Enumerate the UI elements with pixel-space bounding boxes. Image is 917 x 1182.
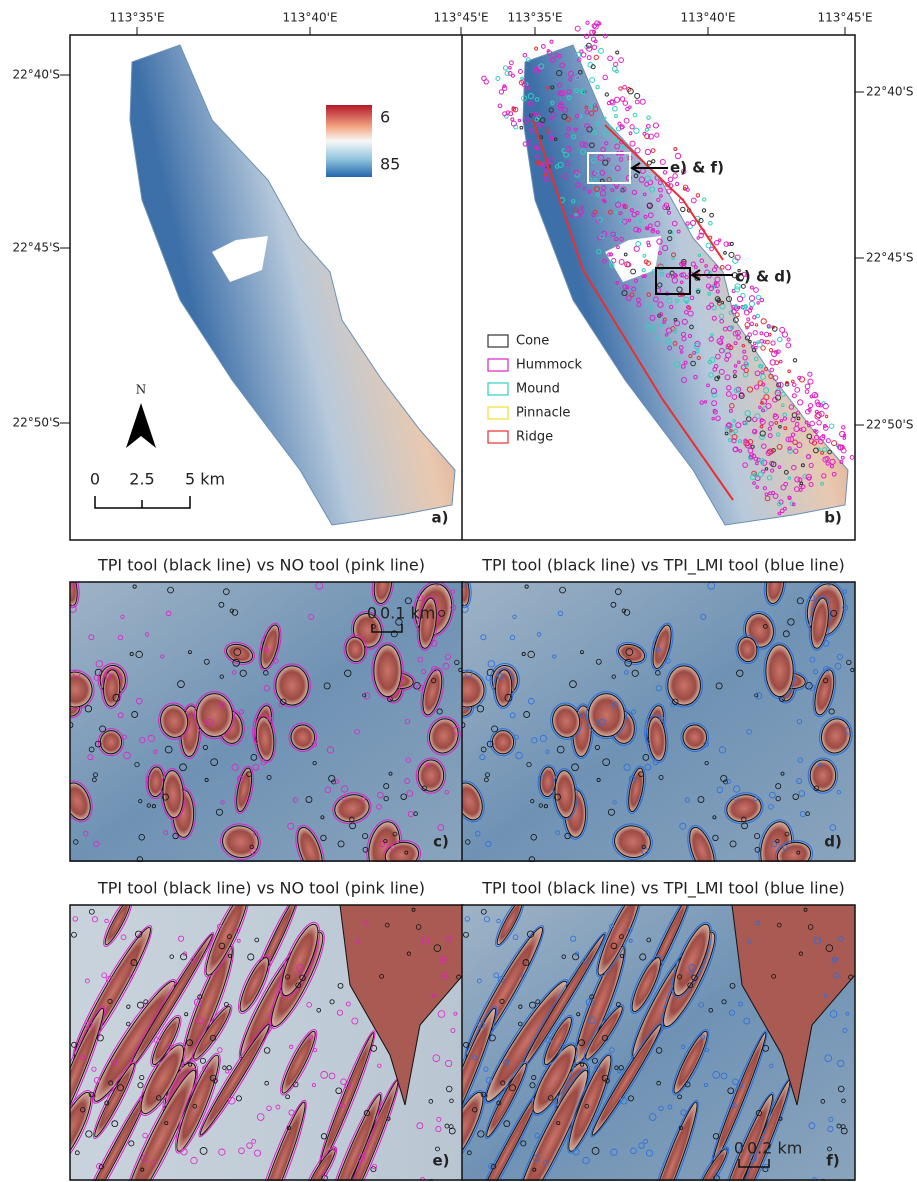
- lon-tick-label: 113°45'E: [817, 11, 872, 25]
- lat-tick-label: 22°45'S: [13, 241, 60, 255]
- map-panel: [444, 564, 856, 880]
- landform: [196, 693, 233, 737]
- colorbar: [326, 105, 372, 177]
- figure: 6 85 N 0 2.5 5 km a) b) e) & f) c) & d) …: [0, 0, 917, 1182]
- north-label: N: [136, 383, 147, 397]
- legend-label: Pinnacle: [516, 406, 570, 421]
- callout-label: c) & d): [735, 268, 792, 286]
- lat-tick-label: 22°50'S: [13, 416, 60, 430]
- scale-label: 0: [367, 604, 377, 623]
- map-content: [444, 564, 856, 880]
- landform: [100, 731, 121, 754]
- lat-tick-label: 22°45'S: [866, 251, 913, 265]
- map-content: [33, 886, 463, 1182]
- legend-label: Ridge: [516, 430, 553, 445]
- lon-tick-label: 113°45'E: [433, 11, 488, 25]
- panel-title: TPI tool (black line) vs TPI_LMI tool (b…: [481, 879, 845, 899]
- legend-label: Cone: [516, 334, 549, 349]
- lon-tick-label: 113°40'E: [282, 11, 337, 25]
- lat-tick-label: 22°40'S: [13, 68, 60, 82]
- callout-label: e) & f): [670, 159, 724, 177]
- panel-title: TPI tool (black line) vs TPI_LMI tool (b…: [481, 556, 845, 576]
- colorbar-max: 6: [380, 108, 390, 127]
- landform: [374, 645, 402, 697]
- scale-label: 0.1 km: [380, 604, 435, 623]
- landform-mark: [586, 21, 589, 24]
- lat-tick-label: 22°40'S: [866, 85, 913, 99]
- scale-label: 0.2 km: [747, 1139, 802, 1158]
- lon-tick-label: 113°35'E: [109, 11, 164, 25]
- scale-label: 0: [734, 1139, 744, 1158]
- landform: [766, 645, 794, 697]
- landform: [418, 760, 444, 791]
- panel-label: a): [432, 509, 449, 527]
- scale-label: 0: [90, 470, 100, 489]
- lat-tick-label: 22°50'S: [866, 418, 913, 432]
- panel-title: TPI tool (black line) vs NO tool (pink l…: [97, 556, 425, 575]
- landform: [668, 666, 701, 705]
- landform: [492, 731, 513, 754]
- landform: [810, 760, 836, 791]
- panel-label: b): [824, 509, 842, 527]
- scale-label: 5 km: [185, 470, 225, 489]
- legend-label: Hummock: [516, 358, 582, 373]
- landform: [276, 666, 309, 705]
- lon-tick-label: 113°40'E: [680, 11, 735, 25]
- panel-label: c): [433, 833, 449, 851]
- landform-mark: [575, 26, 580, 31]
- map-panel: [33, 886, 463, 1182]
- scale-label: 2.5: [129, 470, 154, 489]
- landform: [588, 693, 625, 737]
- panel-title: TPI tool (black line) vs NO tool (pink l…: [97, 879, 425, 898]
- panel-label: e): [432, 1152, 449, 1170]
- panel-label: f): [826, 1152, 839, 1170]
- legend-label: Mound: [516, 382, 560, 397]
- colorbar-min: 85: [380, 155, 400, 174]
- lon-tick-label: 113°35'E: [507, 11, 562, 25]
- panel-label: d): [824, 833, 842, 851]
